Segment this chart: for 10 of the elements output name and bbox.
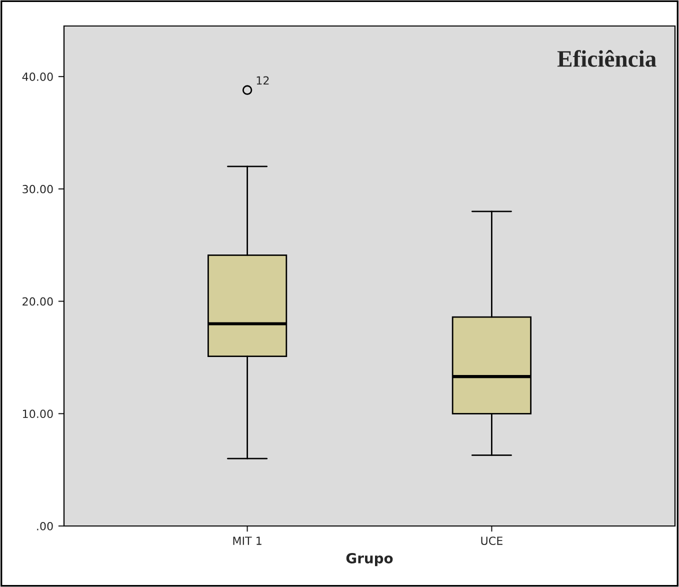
text: Eficiência bbox=[557, 50, 656, 67]
x-tick-label: MIT 1 bbox=[233, 536, 262, 545]
y-tick-label: 40.00 bbox=[22, 72, 53, 81]
y-tick-label: 10.00 bbox=[22, 410, 53, 418]
x-tick-label: UCE bbox=[481, 536, 502, 546]
y-tick-label: .00 bbox=[37, 522, 53, 530]
y-tick-label: 20.00 bbox=[22, 297, 53, 306]
y-tick-label: 30.00 bbox=[22, 184, 53, 194]
x-axis-title: Grupo bbox=[346, 552, 393, 566]
annotation: 12 bbox=[256, 76, 269, 84]
